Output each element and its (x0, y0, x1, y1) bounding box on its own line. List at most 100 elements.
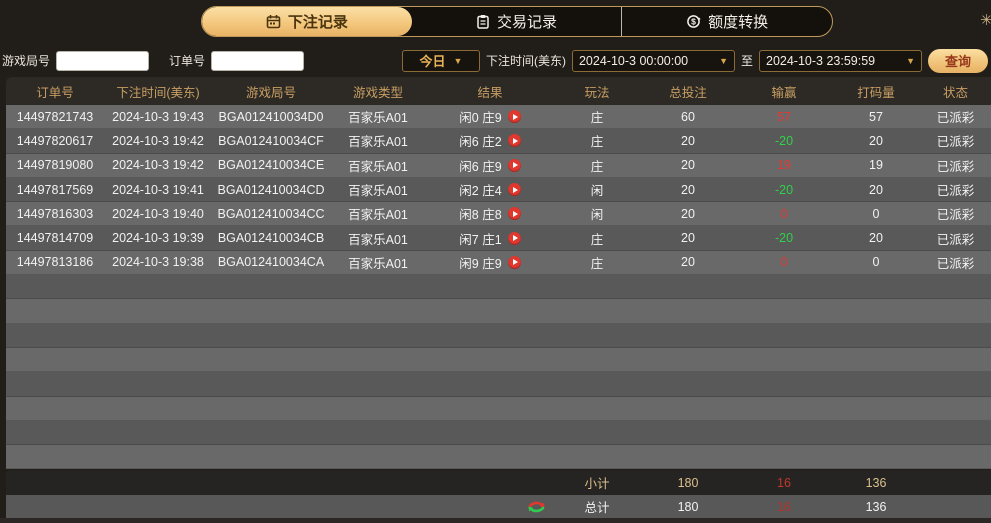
turnover-cell: 20 (869, 182, 883, 197)
play-icon[interactable] (507, 207, 521, 221)
turnover-cell: 0 (872, 255, 880, 270)
play-icon[interactable] (507, 183, 521, 197)
tab-label: 下注记录 (287, 14, 348, 31)
chevron-down-icon: ▼ (453, 55, 463, 66)
round-id-cell: BGA012410034CE (217, 158, 325, 173)
svg-text:$: $ (691, 16, 696, 26)
total-bet-cell: 60 (681, 109, 695, 124)
bet-time-label: 下注时间(美东) (485, 54, 566, 68)
round-id-cell: BGA012410034CD (217, 182, 325, 197)
status-cell: 已派彩 (936, 208, 975, 223)
turnover-cell: 20 (869, 231, 883, 246)
winloss-value: 57 (777, 109, 791, 124)
total-bet-cell: 20 (681, 255, 695, 270)
subtotal-row: 小计 180 16 136 (6, 470, 991, 495)
total-bet-cell: 20 (681, 182, 695, 197)
total-bet-cell: 20 (681, 231, 695, 246)
order-id-cell: 14497817569 (16, 182, 94, 197)
order-id-cell: 14497821743 (16, 109, 94, 124)
total-bet-cell: 20 (681, 206, 695, 221)
chevron-down-icon: ▼ (719, 55, 728, 66)
header-round-id: 游戏局号 (245, 85, 296, 100)
play-icon[interactable] (507, 255, 521, 269)
total-turnover: 136 (865, 499, 887, 514)
status-cell: 已派彩 (936, 232, 975, 247)
game-type-cell: 百家乐A01 (348, 159, 408, 174)
winloss-value: -20 (774, 231, 794, 246)
order-id-cell: 14497820617 (16, 133, 94, 148)
play-icon[interactable] (507, 231, 521, 245)
table-row: 14497817569 2024-10-3 19:41 BGA012410034… (6, 177, 991, 203)
winloss-cell: 0 (736, 255, 832, 269)
status-cell: 已派彩 (936, 184, 975, 199)
play-cell: 闲 (590, 184, 604, 199)
result-text: 闲7 庄1 (459, 232, 502, 247)
date-preset-value: 今日 (419, 54, 446, 69)
result-cell: 闲8 庄8 (426, 204, 554, 223)
game-round-label: 游戏局号 (2, 54, 51, 68)
play-icon[interactable] (507, 134, 521, 148)
winloss-cell: 0 (736, 207, 832, 221)
header-order-id: 订单号 (36, 85, 74, 100)
total-bet-cell: 20 (681, 158, 695, 173)
winloss-value: 19 (777, 158, 791, 173)
game-round-input[interactable] (56, 50, 150, 71)
result-text: 闲2 庄4 (459, 184, 502, 199)
header-game-type: 游戏类型 (352, 85, 403, 100)
date-preset-select[interactable]: 今日 ▼ (401, 49, 480, 72)
result-cell: 闲9 庄9 (426, 253, 554, 272)
subtotal-winloss: 16 (777, 475, 791, 490)
table-row: 14497821743 2024-10-3 19:43 BGA012410034… (6, 105, 991, 130)
order-id-cell: 14497819080 (16, 158, 94, 173)
result-text: 闲0 庄9 (459, 111, 502, 126)
bet-time-cell: 2024-10-3 19:42 (112, 133, 204, 148)
game-type-cell: 百家乐A01 (348, 256, 408, 271)
table-row: 14497813186 2024-10-3 19:38 BGA012410034… (6, 250, 991, 276)
calendar-icon (266, 14, 281, 29)
turnover-cell: 57 (869, 109, 883, 124)
result-cell: 闲6 庄9 (426, 156, 554, 175)
tab-bet-records[interactable]: 下注记录 (202, 7, 412, 36)
order-no-input[interactable] (211, 50, 305, 71)
play-icon[interactable] (507, 110, 521, 124)
to-label: 至 (740, 54, 753, 68)
winloss-value: -20 (774, 182, 794, 197)
start-time-select[interactable]: 2024-10-3 00:00:00 ▼ (571, 49, 735, 72)
winloss-cell: 57 (736, 110, 832, 124)
status-cell: 已派彩 (936, 111, 975, 126)
round-id-cell: BGA012410034CA (217, 255, 325, 270)
game-type-cell: 百家乐A01 (348, 208, 408, 223)
end-time-value: 2024-10-3 23:59:59 (766, 53, 876, 68)
turnover-cell: 20 (869, 133, 883, 148)
game-type-cell: 百家乐A01 (348, 135, 408, 150)
swap-icon[interactable] (527, 500, 546, 514)
play-icon[interactable] (507, 158, 521, 172)
header-bet-time: 下注时间(美东) (116, 85, 200, 100)
header-win-loss: 输赢 (771, 85, 797, 100)
result-cell: 闲6 庄2 (426, 131, 554, 150)
search-button[interactable]: 查询 (928, 48, 988, 73)
chevron-down-icon: ▼ (906, 55, 915, 66)
total-bet: 180 (677, 499, 699, 514)
status-cell: 已派彩 (936, 159, 975, 174)
empty-row (6, 299, 991, 324)
tab-credit-transfer[interactable]: $ 额度转换 (622, 7, 832, 36)
header-status: 状态 (942, 85, 968, 100)
end-time-select[interactable]: 2024-10-3 23:59:59 ▼ (759, 49, 922, 72)
tab-transaction-records[interactable]: 交易记录 (412, 7, 622, 36)
turnover-cell: 0 (872, 206, 880, 221)
table-row: 14497814709 2024-10-3 19:39 BGA012410034… (6, 226, 991, 251)
header-result: 结果 (477, 85, 503, 100)
partial-edge-icon[interactable]: ✳ (980, 12, 991, 29)
total-label: 总计 (584, 501, 610, 515)
table-row: 14497820617 2024-10-3 19:42 BGA012410034… (6, 129, 991, 154)
start-time-value: 2024-10-3 00:00:00 (578, 53, 689, 68)
bet-time-cell: 2024-10-3 19:40 (112, 206, 204, 221)
top-tab-bar: 下注记录 交易记录 $ (0, 0, 991, 44)
round-id-cell: BGA012410034CF (218, 133, 324, 148)
result-text: 闲9 庄9 (459, 256, 502, 271)
empty-row (6, 420, 991, 446)
result-text: 闲6 庄2 (459, 135, 502, 150)
round-id-cell: BGA012410034CB (217, 231, 325, 246)
tab-separator (621, 7, 623, 36)
